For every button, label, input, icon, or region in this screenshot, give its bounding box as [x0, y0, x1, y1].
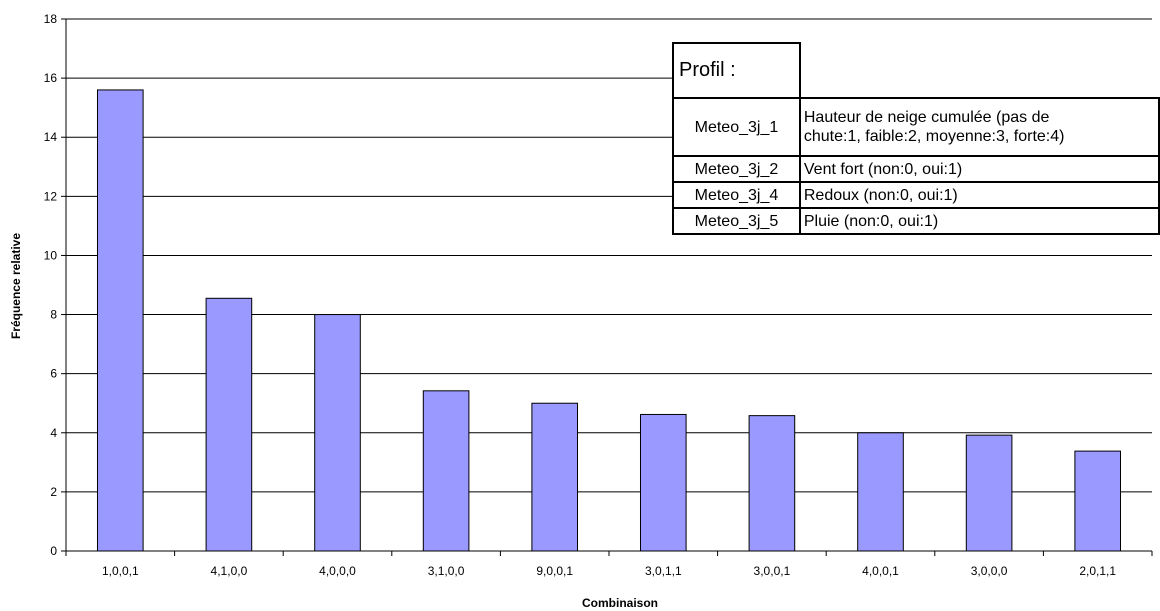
x-tick-label: 4,0,0,0	[319, 564, 356, 578]
bar	[314, 314, 361, 552]
x-tick-label: 9,0,0,1	[536, 564, 573, 578]
bar	[96, 89, 144, 552]
bar	[205, 297, 253, 552]
profile-row: Meteo_3j_5 Pluie (non:0, oui:1)	[672, 207, 1160, 235]
profile-table-header: Profil :	[672, 42, 1159, 99]
y-tick-label: 16	[44, 71, 58, 85]
y-tick-label: 10	[44, 248, 58, 262]
x-tick-labels: 1,0,0,1 4,1,0,0 4,0,0,0 3,1,0,0 9,0,0,1 3,0,1…	[102, 564, 1116, 578]
y-tick-labels: 0 2 4 6 8 10 12 14 16 18	[44, 12, 58, 558]
profile-table: Profil : Meteo_3j_1 Hauteur de neige cum…	[672, 42, 1160, 235]
bar	[639, 413, 687, 552]
profile-description: Redoux (non:0, oui:1)	[798, 181, 1160, 209]
x-tick-label: 4,0,0,1	[862, 564, 899, 578]
y-axis-label: Fréquence relative	[9, 233, 23, 339]
y-tick-label: 4	[50, 426, 57, 440]
y-tick-label: 2	[50, 485, 57, 499]
profile-title-empty-cell	[798, 43, 1159, 99]
profile-description: Hauteur de neige cumulée (pas de chute:1…	[798, 97, 1160, 157]
bar	[422, 390, 470, 552]
y-tick-label: 6	[50, 367, 57, 381]
profile-code: Meteo_3j_5	[672, 207, 801, 235]
profile-row: Meteo_3j_2 Vent fort (non:0, oui:1)	[672, 155, 1160, 183]
profile-code: Meteo_3j_1	[672, 97, 801, 157]
x-tick-label: 2,0,1,1	[1079, 564, 1116, 578]
bars	[96, 89, 1122, 552]
bar	[531, 402, 579, 552]
profile-description: Vent fort (non:0, oui:1)	[798, 155, 1160, 183]
profile-description: Pluie (non:0, oui:1)	[798, 207, 1160, 235]
y-tick-label: 0	[50, 544, 57, 558]
profile-code: Meteo_3j_2	[672, 155, 801, 183]
profile-description-line: chute:1, faible:2, moyenne:3, forte:4)	[803, 128, 1065, 145]
profile-code: Meteo_3j_4	[672, 181, 801, 209]
bar	[748, 415, 796, 552]
bar	[1074, 450, 1122, 552]
profile-description-line: Hauteur de neige cumulée (pas de	[803, 109, 1050, 126]
bar	[857, 432, 904, 552]
x-tick-label: 4,1,0,0	[211, 564, 248, 578]
bar	[965, 434, 1013, 552]
x-tick-label: 3,0,0,0	[971, 564, 1008, 578]
axes	[61, 18, 1153, 556]
profile-title: Profil :	[672, 42, 801, 99]
x-tick-label: 3,0,0,1	[754, 564, 791, 578]
y-tick-label: 12	[44, 189, 58, 203]
x-tick-label: 3,0,1,1	[645, 564, 682, 578]
profile-row: Meteo_3j_1 Hauteur de neige cumulée (pas…	[672, 97, 1160, 157]
y-tick-label: 14	[44, 130, 58, 144]
y-tick-label: 8	[50, 308, 57, 322]
profile-row: Meteo_3j_4 Redoux (non:0, oui:1)	[672, 181, 1160, 209]
x-axis-label: Combinaison	[582, 596, 658, 610]
x-tick-label: 1,0,0,1	[102, 564, 139, 578]
x-tick-label: 3,1,0,0	[428, 564, 465, 578]
y-tick-label: 18	[44, 12, 58, 26]
